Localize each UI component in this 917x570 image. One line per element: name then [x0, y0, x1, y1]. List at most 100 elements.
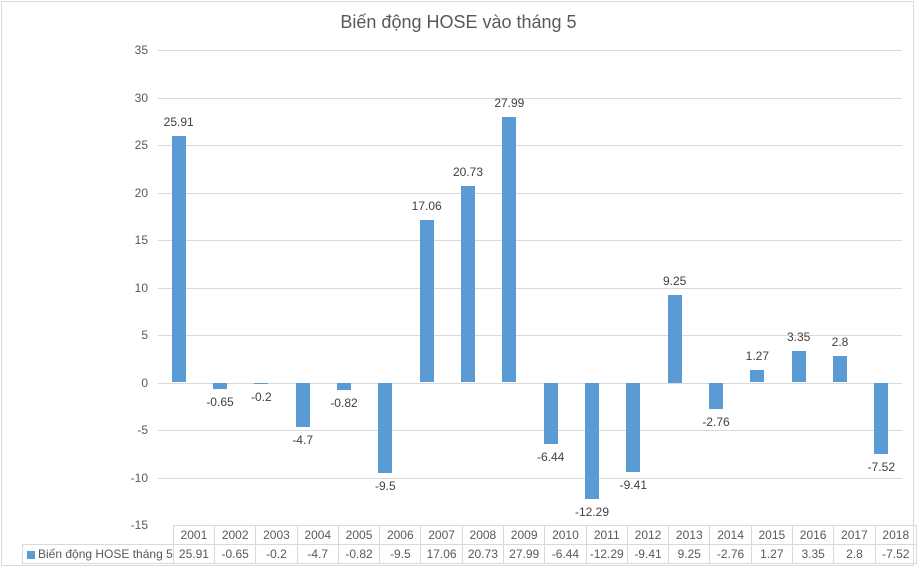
gridline — [158, 477, 902, 479]
data-label: -9.5 — [374, 478, 396, 493]
category-label: 2002 — [214, 525, 257, 545]
bar — [337, 382, 351, 391]
bar — [709, 382, 723, 409]
y-tick-label: -5 — [137, 423, 148, 437]
y-tick-label: 30 — [134, 90, 148, 105]
data-table-value-row: Biến động HOSE tháng 5 25.91 -0.65 -0.2 -4.… — [22, 544, 917, 564]
category-label: 2015 — [750, 525, 793, 545]
category-label: 2013 — [668, 525, 711, 545]
bar — [626, 382, 641, 472]
table-value: -9.41 — [626, 544, 670, 564]
table-value: -12.29 — [585, 544, 628, 564]
table-value: 20.73 — [461, 544, 505, 564]
data-label: -7.52 — [867, 459, 895, 474]
category-label: 2011 — [585, 525, 628, 545]
data-label: -2.76 — [702, 414, 730, 429]
y-tick-label: 15 — [134, 233, 148, 247]
table-value: 27.99 — [503, 544, 546, 564]
bar — [213, 382, 227, 389]
bar — [254, 382, 269, 385]
data-table: 2001 2002 2003 2004 2005 2006 2007 2008 2009 2010… — [22, 525, 917, 564]
data-label: -4.7 — [292, 433, 313, 448]
table-value: -4.7 — [296, 544, 339, 564]
table-value: 25.91 — [172, 544, 216, 564]
data-label: 9.25 — [662, 273, 687, 288]
bar — [378, 382, 393, 473]
category-label: 2017 — [833, 525, 876, 545]
legend-entry: Biến động HOSE tháng 5 — [22, 544, 174, 564]
table-value: 17.06 — [420, 544, 463, 564]
data-table-corner — [23, 526, 174, 545]
bar — [874, 382, 889, 454]
bar — [295, 382, 310, 428]
category-label: 2012 — [626, 525, 670, 545]
bar — [833, 355, 847, 383]
category-label: 2009 — [503, 525, 546, 545]
bar — [750, 370, 765, 383]
table-value: -6.44 — [544, 544, 587, 564]
bar — [667, 294, 682, 383]
category-label: 2016 — [791, 525, 835, 545]
bar — [419, 220, 434, 383]
category-label: 2007 — [420, 525, 463, 545]
category-label: 2001 — [172, 525, 216, 545]
legend-label: Biến động HOSE tháng 5 — [38, 547, 173, 561]
data-label: 1.27 — [745, 349, 769, 364]
chart-title: Biến động HOSE vào tháng 5 — [340, 12, 577, 32]
gridline — [158, 240, 902, 241]
legend-key-icon — [27, 550, 35, 559]
y-tick-label: -15 — [130, 518, 148, 532]
category-label: 2006 — [379, 525, 422, 545]
y-tick-label: 25 — [134, 138, 148, 152]
bar — [171, 136, 186, 383]
data-label: -0.82 — [330, 396, 358, 411]
data-label: -0.2 — [250, 390, 272, 405]
bar — [502, 116, 517, 383]
category-label: 2010 — [544, 525, 587, 545]
data-label: 17.06 — [411, 199, 442, 214]
data-label: -6.44 — [536, 449, 565, 464]
data-label: 25.91 — [163, 115, 194, 130]
category-label: 2005 — [337, 525, 381, 545]
data-label: -9.41 — [619, 477, 647, 492]
data-label: 20.73 — [452, 164, 484, 179]
category-label: 2004 — [296, 525, 339, 545]
data-label: -0.65 — [206, 394, 234, 409]
bar — [461, 185, 475, 383]
category-label: 2008 — [461, 525, 505, 545]
y-tick-label: 0 — [141, 375, 148, 390]
table-value: -7.52 — [874, 544, 917, 564]
y-tick-label: 35 — [134, 43, 148, 57]
table-value: 9.25 — [668, 544, 711, 564]
bar — [585, 382, 599, 500]
bar — [543, 382, 558, 444]
gridline — [158, 97, 902, 99]
y-tick-label: -10 — [130, 470, 148, 485]
gridline — [158, 145, 902, 146]
table-value: -0.82 — [337, 544, 381, 564]
table-value: -0.2 — [255, 544, 298, 564]
gridline — [158, 192, 902, 194]
gridline — [158, 335, 902, 336]
data-label: 27.99 — [494, 95, 525, 110]
gridline — [158, 382, 902, 384]
data-label: 2.8 — [831, 334, 849, 349]
table-value: 2.8 — [833, 544, 876, 564]
bar — [791, 350, 806, 383]
data-label: -12.29 — [574, 505, 610, 520]
table-value: 3.35 — [791, 544, 835, 564]
gridline — [158, 50, 902, 51]
y-tick-label: 20 — [134, 185, 148, 200]
table-value: -0.65 — [214, 544, 257, 564]
gridline — [158, 430, 902, 431]
data-table-header-row: 2001 2002 2003 2004 2005 2006 2007 2008 2009 2010… — [23, 525, 917, 545]
table-value: -9.5 — [379, 544, 422, 564]
y-tick-label: 5 — [141, 328, 148, 342]
data-label: 3.35 — [786, 329, 811, 344]
gridline — [158, 287, 902, 289]
table-value: 1.27 — [750, 544, 793, 564]
category-label: 2014 — [709, 525, 752, 545]
y-tick-label: 10 — [134, 280, 148, 295]
category-label: 2003 — [255, 525, 298, 545]
